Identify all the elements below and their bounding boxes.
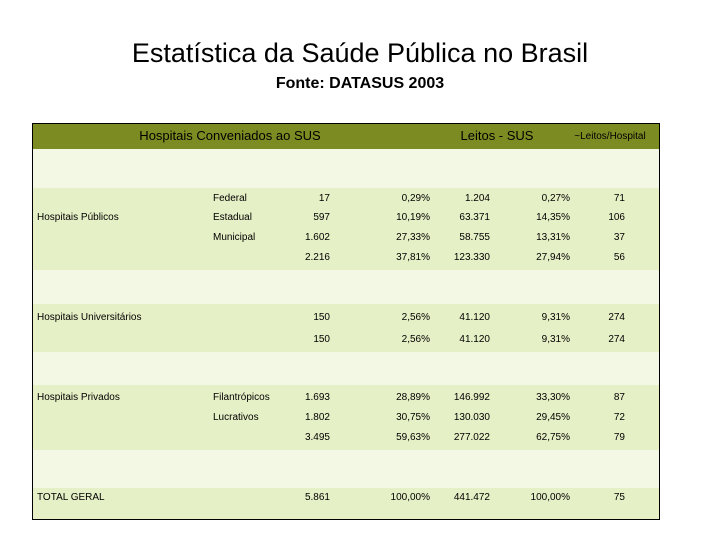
cell: 1.204 [464, 193, 490, 204]
cell: 71 [613, 193, 625, 204]
row-label: Estadual [213, 212, 252, 223]
title: Estatística da Saúde Pública no Brasil [131, 38, 589, 68]
cell: 59,63% [396, 432, 430, 443]
cell: 37 [613, 232, 625, 243]
cell: 63.371 [459, 212, 490, 223]
cell: 9,31% [541, 312, 570, 323]
cell: 3.495 [304, 432, 330, 443]
spacer-band [33, 352, 659, 385]
cell: 62,75% [536, 432, 570, 443]
cell: 13,31% [536, 232, 570, 243]
group-label: Hospitais Privados [37, 392, 120, 403]
spacer-band [33, 149, 659, 188]
cell: 441.472 [453, 492, 490, 503]
cell: 150 [313, 312, 330, 323]
header-cell: ~Leitos/Hospital [574, 131, 646, 142]
cell: 106 [608, 212, 625, 223]
header-band [33, 124, 659, 149]
cell: 2,56% [401, 312, 430, 323]
header-cell: Hospitais Conveniados ao SUS [139, 128, 321, 143]
cell: 37,81% [396, 252, 430, 263]
cell: 79 [613, 432, 625, 443]
cell: 5.861 [304, 492, 330, 503]
cell: 1.802 [304, 412, 330, 423]
cell: 274 [608, 312, 625, 323]
row-label: Filantrópicos [213, 392, 270, 403]
cell: 1.602 [304, 232, 330, 243]
subtitle: Fonte: DATASUS 2003 [275, 75, 445, 92]
cell: 597 [313, 212, 330, 223]
cell: 10,19% [396, 212, 430, 223]
cell: 27,94% [536, 252, 570, 263]
cell: 9,31% [541, 334, 570, 345]
cell: 0,27% [541, 193, 570, 204]
cell: 274 [608, 334, 625, 345]
row-label: Lucrativos [213, 412, 259, 423]
cell: 56 [613, 252, 625, 263]
cell: 2,56% [401, 334, 430, 345]
cell: 30,75% [396, 412, 430, 423]
cell: 150 [313, 334, 330, 345]
cell: 277.022 [453, 432, 490, 443]
cell: 87 [613, 392, 625, 403]
cell: 123.330 [453, 252, 490, 263]
cell: 14,35% [536, 212, 570, 223]
row-label: Federal [213, 193, 247, 204]
cell: 58.755 [459, 232, 490, 243]
cell: 41.120 [459, 312, 490, 323]
group-label: TOTAL GERAL [37, 492, 105, 503]
cell: 41.120 [459, 334, 490, 345]
cell: 146.992 [453, 392, 490, 403]
group-label: Hospitais Universitários [37, 312, 142, 323]
cell: 72 [613, 412, 625, 423]
cell: 130.030 [453, 412, 490, 423]
cell: 29,45% [536, 412, 570, 423]
cell: 28,89% [396, 392, 430, 403]
cell: 33,30% [536, 392, 570, 403]
cell: 1.693 [304, 392, 330, 403]
cell: 2.216 [304, 252, 330, 263]
cell: 100,00% [530, 492, 570, 503]
cell: 27,33% [396, 232, 430, 243]
cell: 17 [318, 193, 330, 204]
cell: 75 [613, 492, 625, 503]
spacer-band [33, 270, 659, 304]
cell: 0,29% [401, 193, 430, 204]
spacer-band [33, 450, 659, 488]
row-label: Municipal [213, 232, 256, 243]
header-cell: Leitos - SUS [460, 128, 534, 143]
group-label: Hospitais Públicos [37, 212, 119, 223]
cell: 100,00% [390, 492, 430, 503]
